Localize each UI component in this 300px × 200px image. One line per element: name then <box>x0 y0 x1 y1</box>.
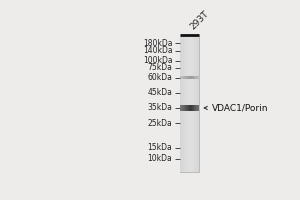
Bar <box>188 105 189 111</box>
Bar <box>196 76 197 79</box>
Bar <box>186 105 187 111</box>
Text: 100kDa: 100kDa <box>143 56 172 65</box>
Bar <box>187 105 188 111</box>
Bar <box>189 35 190 172</box>
Text: 180kDa: 180kDa <box>143 39 172 48</box>
Bar <box>190 35 191 172</box>
Bar <box>196 35 197 172</box>
Text: 293T: 293T <box>189 9 211 32</box>
Bar <box>191 105 192 111</box>
Bar <box>198 35 199 172</box>
Bar <box>189 76 190 79</box>
Bar <box>194 105 196 111</box>
Bar <box>196 35 197 172</box>
Bar <box>181 76 182 79</box>
Bar <box>182 105 183 111</box>
Text: 35kDa: 35kDa <box>148 103 172 112</box>
Bar <box>193 35 194 172</box>
Bar <box>181 35 199 172</box>
Bar <box>198 105 199 111</box>
Bar <box>181 105 182 111</box>
Bar <box>182 76 184 79</box>
Bar <box>192 35 193 172</box>
Bar <box>183 76 184 79</box>
Text: 75kDa: 75kDa <box>148 63 172 72</box>
Bar <box>188 76 189 79</box>
Text: 140kDa: 140kDa <box>143 46 172 55</box>
Bar <box>194 76 196 79</box>
Bar <box>182 35 183 172</box>
Bar <box>195 35 196 172</box>
Bar <box>192 76 193 79</box>
Bar <box>191 76 192 79</box>
Bar <box>182 105 184 111</box>
Bar <box>182 76 183 79</box>
Bar <box>185 35 186 172</box>
Bar <box>183 35 184 172</box>
Text: 10kDa: 10kDa <box>148 154 172 163</box>
Bar <box>184 76 185 79</box>
Bar <box>189 105 190 111</box>
Bar <box>197 76 198 79</box>
Text: VDAC1/Porin: VDAC1/Porin <box>204 103 268 112</box>
Text: 15kDa: 15kDa <box>148 143 172 152</box>
Bar <box>187 35 188 172</box>
Bar <box>198 76 199 79</box>
Bar <box>182 35 183 172</box>
Bar <box>186 76 187 79</box>
Bar <box>192 35 193 172</box>
Bar <box>197 35 198 172</box>
Bar <box>195 35 196 172</box>
Bar <box>196 105 197 111</box>
Bar <box>188 35 189 172</box>
Bar <box>192 105 193 111</box>
Bar <box>181 35 182 172</box>
Bar <box>193 105 194 111</box>
Bar <box>187 35 188 172</box>
Bar <box>195 105 196 111</box>
Text: 25kDa: 25kDa <box>148 119 172 128</box>
Bar <box>194 105 195 111</box>
Bar <box>190 105 191 111</box>
Bar <box>183 105 184 111</box>
Text: 45kDa: 45kDa <box>148 88 172 97</box>
Bar <box>184 35 185 172</box>
Bar <box>188 35 189 172</box>
Bar <box>185 105 186 111</box>
Bar <box>190 76 191 79</box>
Bar <box>185 76 186 79</box>
Bar <box>195 76 196 79</box>
Bar <box>184 105 185 111</box>
Text: 60kDa: 60kDa <box>148 73 172 82</box>
Bar <box>191 35 192 172</box>
Bar <box>197 105 198 111</box>
Bar <box>194 76 195 79</box>
Bar <box>187 76 188 79</box>
Bar <box>185 35 186 172</box>
Bar <box>194 35 195 172</box>
Bar <box>186 35 187 172</box>
Bar <box>193 76 194 79</box>
